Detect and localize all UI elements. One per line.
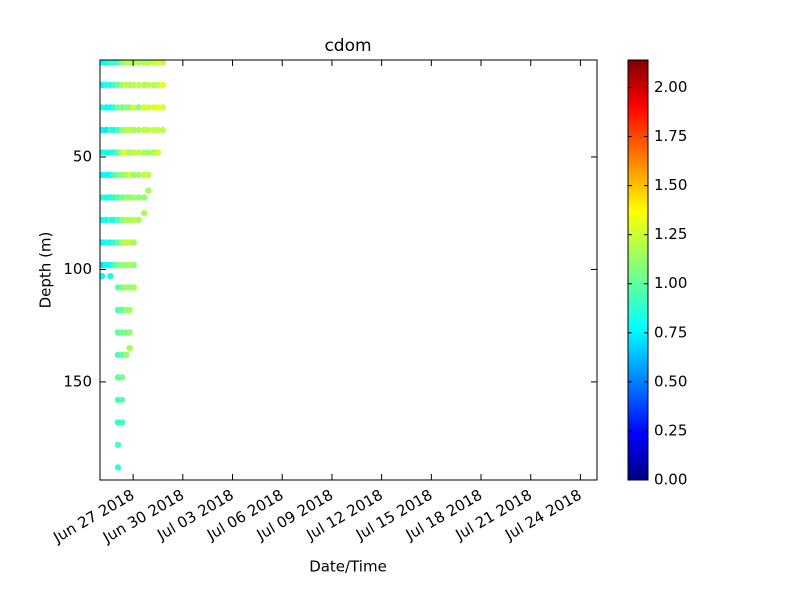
colorbar-tick-label: 0.00	[654, 471, 687, 489]
point	[114, 464, 122, 471]
point	[154, 81, 162, 89]
points	[100, 60, 167, 471]
point	[145, 187, 152, 194]
y-tick-label: 150	[63, 372, 92, 390]
point	[145, 60, 152, 66]
y-axis-label: Depth (m)	[37, 232, 55, 309]
point	[135, 126, 142, 134]
point	[154, 126, 162, 134]
point	[154, 104, 162, 111]
point	[140, 209, 148, 217]
colorbar-tick-label: 1.50	[654, 176, 687, 194]
colorbar-tick-label: 0.50	[654, 372, 687, 390]
point	[118, 396, 126, 404]
point	[130, 81, 138, 89]
point	[126, 329, 133, 336]
point	[135, 81, 142, 89]
y-tick-label: 100	[63, 260, 92, 278]
point	[159, 81, 167, 89]
point	[130, 216, 138, 224]
point	[140, 194, 148, 201]
colorbar-tick-label: 0.25	[654, 421, 687, 439]
point	[130, 194, 138, 201]
point	[135, 171, 142, 179]
colorbar	[627, 59, 649, 481]
point	[130, 284, 138, 291]
point	[135, 216, 142, 224]
point	[126, 306, 133, 314]
point	[126, 344, 133, 352]
point	[135, 194, 142, 201]
colorbar-tick-label: 0.75	[654, 323, 687, 341]
point	[145, 149, 152, 156]
point	[154, 60, 162, 66]
plot-frame	[99, 59, 598, 481]
point	[159, 60, 167, 66]
point	[118, 374, 126, 381]
y-tick-label: 50	[73, 147, 92, 165]
point	[159, 104, 167, 111]
point	[130, 261, 138, 269]
point	[130, 60, 138, 66]
point	[145, 81, 152, 89]
point	[100, 272, 106, 280]
point	[130, 104, 138, 111]
point	[114, 441, 122, 449]
point	[130, 126, 138, 134]
point	[145, 104, 152, 111]
colorbar-tick-label: 1.25	[654, 225, 687, 243]
point	[145, 126, 152, 134]
point	[135, 149, 142, 156]
point	[135, 104, 142, 111]
colorbar-tick-label: 1.75	[654, 127, 687, 145]
colorbar-tick-label: 1.00	[654, 274, 687, 292]
point	[154, 149, 162, 156]
point	[145, 171, 152, 179]
chart-title: cdom	[324, 36, 371, 56]
point	[159, 126, 167, 134]
x-axis-label: Date/Time	[309, 558, 387, 576]
point	[107, 272, 114, 280]
point	[130, 239, 138, 246]
point	[130, 171, 138, 179]
point	[118, 419, 126, 426]
point	[135, 60, 142, 66]
colorbar-tick-label: 2.00	[654, 78, 687, 96]
point	[130, 149, 138, 156]
point	[123, 351, 130, 359]
